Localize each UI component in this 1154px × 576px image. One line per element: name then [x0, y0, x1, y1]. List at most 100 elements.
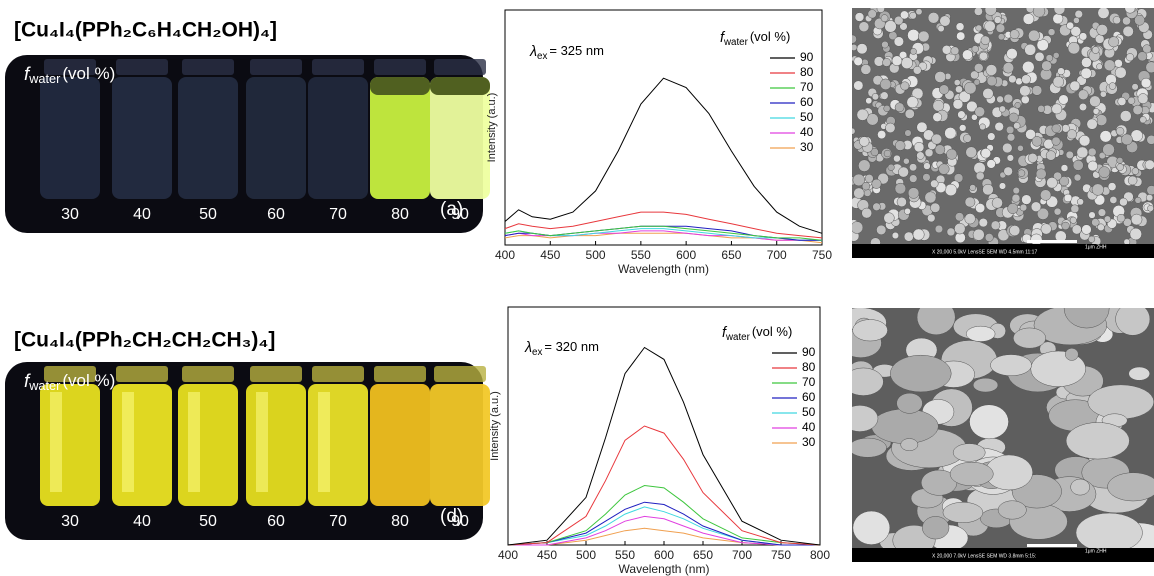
excitation-label: λex= 320 nm — [524, 339, 599, 357]
sem-particle — [950, 462, 993, 486]
x-tick-label: 650 — [721, 248, 741, 262]
sem-particle — [999, 183, 1006, 190]
sem-particle — [1052, 124, 1061, 133]
sem-particle — [895, 141, 905, 151]
excitation-label-subscript: ex — [532, 346, 542, 357]
sem-particle — [1141, 78, 1151, 88]
sem-particle — [872, 179, 881, 188]
sem-particle — [1052, 104, 1062, 114]
x-axis-title: Wavelength (nm) — [618, 262, 709, 276]
legend-label: 30 — [802, 435, 816, 449]
sem-particle — [998, 34, 1004, 40]
sem-particle — [914, 142, 924, 152]
sem-particle — [1061, 165, 1068, 172]
sem-particle — [1098, 209, 1106, 217]
sem-particle — [909, 175, 917, 183]
sem-particle — [975, 203, 984, 212]
sem-particle — [1104, 60, 1115, 71]
vial-cap — [374, 366, 426, 382]
sem-particle — [939, 85, 949, 95]
sem-particle — [885, 123, 895, 133]
x-tick-label: 750 — [812, 248, 832, 262]
sem-particle — [1073, 17, 1079, 23]
y-axis-title: Intensity (a.u.) — [489, 391, 501, 461]
sem-particle — [976, 172, 984, 180]
x-tick-label: 700 — [767, 248, 787, 262]
sem-particle — [916, 9, 922, 15]
sem-particle — [1079, 103, 1086, 110]
sem-particle — [930, 203, 940, 213]
sem-particle — [1100, 131, 1112, 143]
sem-particle — [893, 155, 900, 162]
excitation-label: λex= 325 nm — [529, 43, 604, 61]
sem-scalebar — [1027, 240, 1077, 243]
vial-label: 40 — [133, 206, 151, 223]
sem-particle — [880, 79, 891, 90]
sem-particle — [908, 188, 919, 199]
sem-particle — [1009, 75, 1017, 83]
excitation-label-symbol: λ — [524, 340, 532, 356]
sem-particle — [1132, 83, 1139, 90]
sem-particle — [1119, 198, 1127, 206]
sem-particle — [1113, 16, 1121, 24]
vial-label: 40 — [133, 513, 151, 530]
series-line — [505, 78, 822, 233]
sem-particle — [1128, 97, 1135, 104]
sem-particle — [918, 31, 929, 42]
sem-image: X 20,000 7.0kV LensSE SEM WD 3.8mm 5:15:… — [834, 289, 1154, 562]
legend-label: 50 — [800, 110, 814, 124]
sem-particle — [871, 409, 938, 444]
vial-cap — [182, 366, 234, 382]
sem-particle — [1079, 135, 1090, 146]
sem-particle — [1116, 127, 1124, 135]
sem-particle — [999, 106, 1005, 112]
sem-particle — [1126, 53, 1134, 61]
sem-particle — [1108, 183, 1116, 191]
series-line — [508, 502, 820, 545]
series-line — [508, 426, 820, 545]
sem-particle — [872, 93, 879, 100]
sem-particle — [895, 183, 906, 194]
sem-particle — [1135, 197, 1141, 203]
sem-particle — [1138, 52, 1147, 61]
sem-particle — [975, 107, 985, 117]
sem-scale-text: 1μm ZHH — [1085, 548, 1107, 554]
sem-particle — [987, 133, 995, 141]
sem-particle — [910, 12, 917, 19]
sem-particle — [855, 13, 864, 22]
sem-particle — [1066, 422, 1129, 459]
sem-particle — [922, 516, 949, 539]
sem-particle — [991, 221, 1000, 230]
vial-cap — [250, 366, 302, 382]
sem-particle — [981, 36, 990, 45]
sem-particle — [842, 405, 878, 431]
vial-cap — [312, 59, 364, 75]
sem-particle — [1088, 161, 1098, 171]
sem-particle — [964, 82, 976, 94]
sem-particle — [873, 203, 881, 211]
sem-particle — [1133, 105, 1143, 115]
sem-particle — [904, 208, 910, 214]
sem-particle — [905, 130, 912, 137]
sem-particle — [1062, 222, 1070, 230]
sem-particle — [851, 44, 857, 50]
sem-particle — [987, 76, 997, 86]
sem-particle — [1007, 155, 1014, 162]
sem-particle — [962, 50, 972, 60]
vial-label: 70 — [329, 513, 347, 530]
sem-particle — [1053, 76, 1064, 87]
sem-particle — [1117, 164, 1124, 171]
vial-cap — [312, 366, 364, 382]
sem-particle — [862, 208, 872, 218]
sem-particle — [843, 368, 883, 396]
sem-particle — [923, 173, 931, 181]
sem-particle — [954, 223, 965, 234]
legend-label: 40 — [800, 125, 814, 139]
sem-particle — [1032, 136, 1042, 146]
vial-body — [178, 77, 238, 199]
sem-particle — [998, 501, 1026, 519]
photo-label-subscript: water — [28, 378, 61, 393]
sem-footer-text: X 20,000 5.0kV LensSE SEM WD 4.5mm 11:17 — [932, 249, 1037, 255]
y-axis-title: Intensity (a.u.) — [486, 93, 498, 163]
sem-particle — [935, 71, 946, 82]
